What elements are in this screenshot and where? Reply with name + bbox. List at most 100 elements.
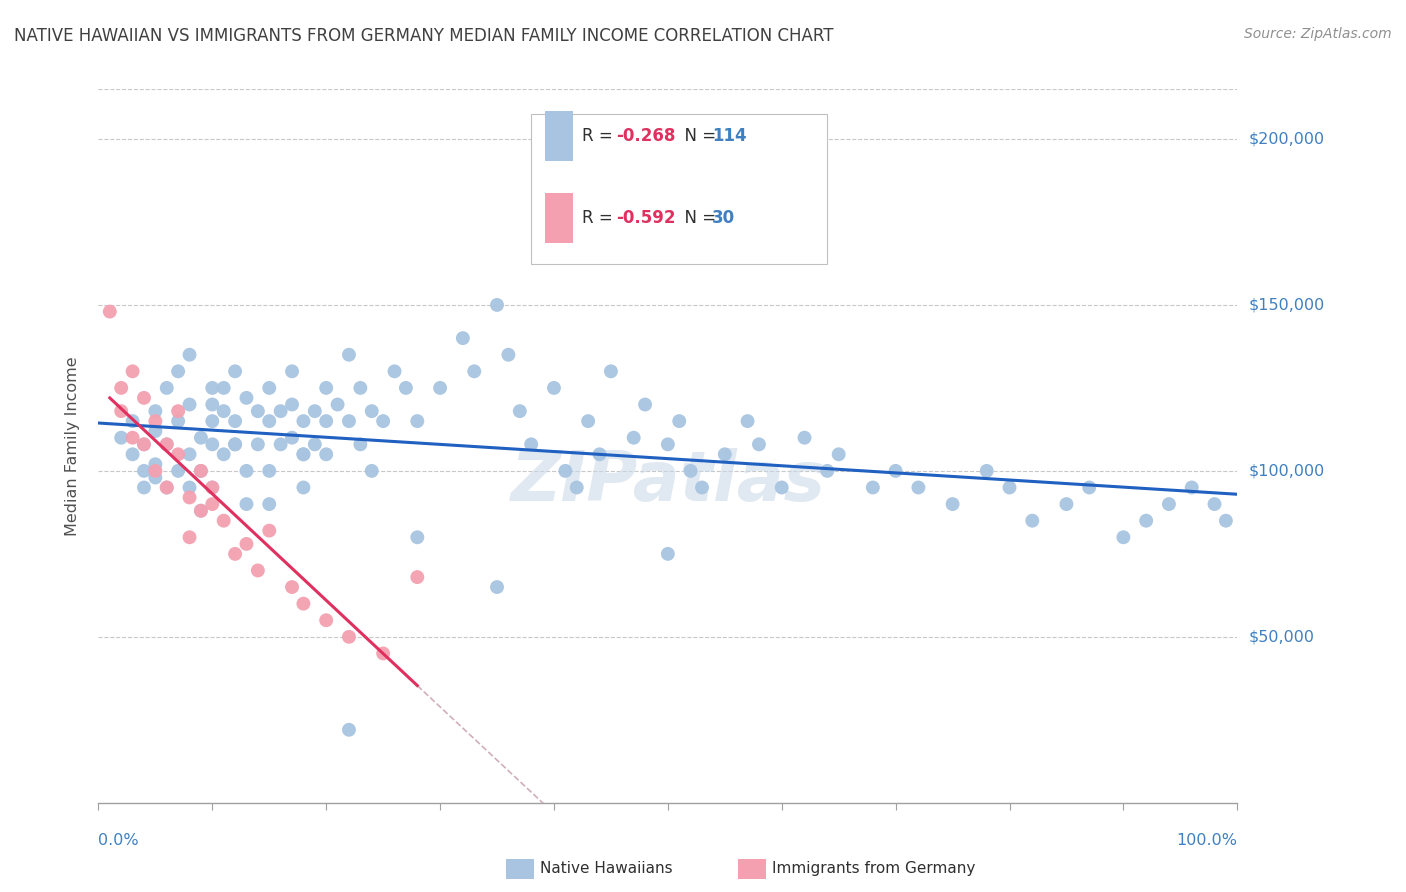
Point — [690, 481, 713, 495]
Point — [201, 397, 224, 411]
Text: N =: N = — [673, 209, 721, 227]
Point — [657, 547, 679, 561]
Point — [976, 464, 998, 478]
Point — [145, 424, 167, 438]
Point — [315, 613, 337, 627]
Point — [190, 464, 212, 478]
Point — [714, 447, 737, 461]
Point — [815, 464, 838, 478]
Point — [1112, 530, 1135, 544]
Point — [600, 364, 623, 378]
Point — [998, 481, 1021, 495]
Point — [259, 497, 281, 511]
Point — [145, 414, 167, 428]
FancyBboxPatch shape — [546, 193, 574, 243]
Point — [212, 404, 235, 418]
Point — [132, 437, 155, 451]
Point — [235, 464, 257, 478]
Point — [167, 364, 190, 378]
Text: 0.0%: 0.0% — [98, 833, 139, 848]
Point — [509, 404, 531, 418]
Point — [190, 431, 212, 445]
Point — [167, 404, 190, 418]
Point — [179, 447, 201, 461]
Point — [337, 414, 360, 428]
Point — [201, 497, 224, 511]
Point — [634, 397, 657, 411]
Point — [179, 348, 201, 362]
Point — [520, 437, 543, 451]
Point — [360, 464, 382, 478]
Point — [212, 381, 235, 395]
Point — [657, 437, 679, 451]
Point — [1181, 481, 1204, 495]
Point — [132, 481, 155, 495]
Point — [543, 381, 565, 395]
Point — [884, 464, 907, 478]
Point — [292, 481, 315, 495]
Point — [270, 404, 292, 418]
Point — [1054, 497, 1078, 511]
Point — [862, 481, 884, 495]
Point — [179, 397, 201, 411]
Point — [145, 457, 167, 471]
Point — [246, 564, 269, 578]
Point — [406, 530, 429, 544]
Point — [406, 414, 429, 428]
Point — [145, 464, 167, 478]
Point — [565, 481, 588, 495]
Text: N =: N = — [673, 127, 721, 145]
Point — [110, 404, 132, 418]
Point — [259, 414, 281, 428]
Point — [212, 514, 235, 528]
Point — [679, 464, 702, 478]
Point — [156, 481, 179, 495]
Point — [315, 381, 337, 395]
Point — [121, 414, 143, 428]
Point — [132, 464, 155, 478]
Point — [337, 723, 360, 737]
Point — [201, 481, 224, 495]
Text: Source: ZipAtlas.com: Source: ZipAtlas.com — [1244, 27, 1392, 41]
Point — [451, 331, 474, 345]
Point — [315, 414, 337, 428]
Point — [259, 524, 281, 538]
Point — [1204, 497, 1226, 511]
Point — [224, 414, 246, 428]
Point — [167, 464, 190, 478]
Text: $150,000: $150,000 — [1249, 297, 1324, 312]
Point — [281, 431, 304, 445]
Point — [167, 447, 190, 461]
Point — [224, 364, 246, 378]
Text: $200,000: $200,000 — [1249, 131, 1324, 146]
Point — [132, 391, 155, 405]
Text: ZIPatlas: ZIPatlas — [510, 448, 825, 516]
Point — [337, 348, 360, 362]
Point — [326, 397, 349, 411]
Point — [737, 414, 759, 428]
Point — [828, 447, 851, 461]
Point — [98, 304, 121, 318]
Point — [156, 437, 179, 451]
Point — [623, 431, 645, 445]
Text: $50,000: $50,000 — [1249, 630, 1315, 644]
Point — [259, 381, 281, 395]
Point — [554, 464, 576, 478]
Point — [224, 437, 246, 451]
Point — [212, 447, 235, 461]
Point — [360, 404, 382, 418]
Point — [770, 481, 793, 495]
Point — [190, 464, 212, 478]
Point — [201, 437, 224, 451]
Point — [1215, 514, 1237, 528]
Point — [463, 364, 485, 378]
Text: -0.268: -0.268 — [617, 127, 676, 145]
Point — [292, 447, 315, 461]
Point — [292, 597, 315, 611]
Text: NATIVE HAWAIIAN VS IMMIGRANTS FROM GERMANY MEDIAN FAMILY INCOME CORRELATION CHAR: NATIVE HAWAIIAN VS IMMIGRANTS FROM GERMA… — [14, 27, 834, 45]
Point — [201, 481, 224, 495]
Point — [281, 364, 304, 378]
Point — [224, 547, 246, 561]
Point — [748, 437, 770, 451]
Point — [1078, 481, 1101, 495]
